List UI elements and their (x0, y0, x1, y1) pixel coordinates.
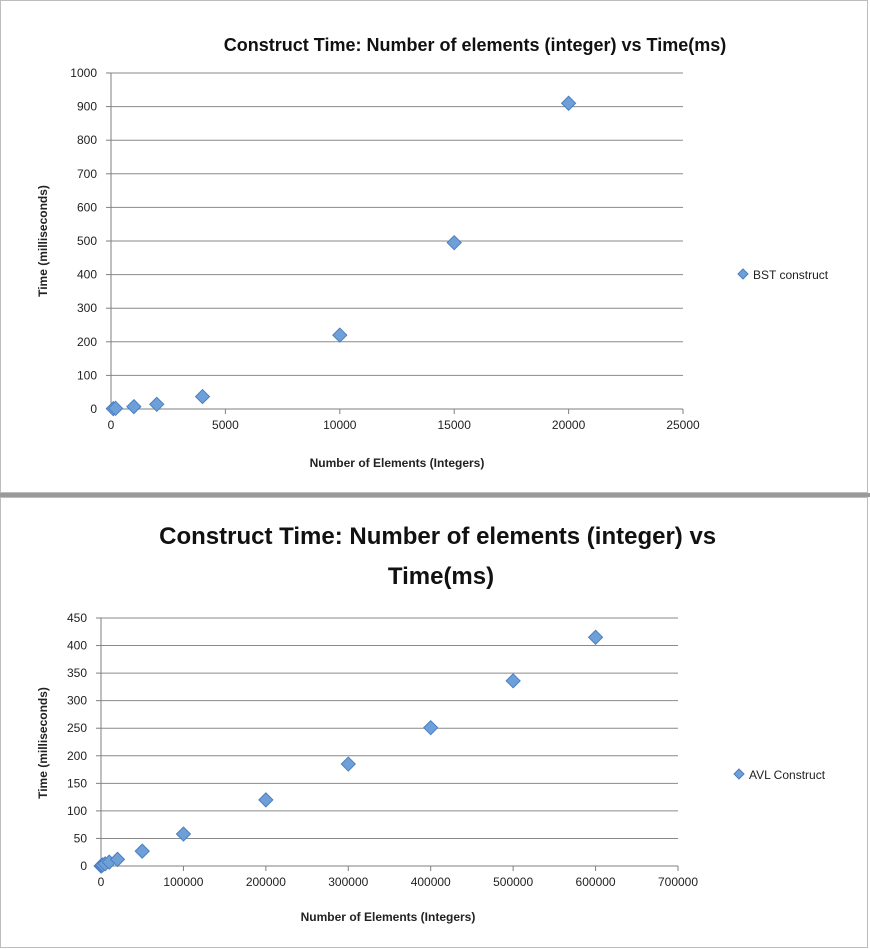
x-tick-label: 300000 (328, 875, 368, 889)
data-point (340, 756, 356, 772)
x-tick-label: 100000 (163, 875, 203, 889)
chart-title: Construct Time: Number of elements (inte… (159, 523, 723, 590)
y-tick-label: 700 (77, 167, 97, 181)
legend-marker (733, 768, 745, 780)
x-tick-label: 20000 (552, 418, 586, 432)
y-tick-label: 0 (80, 859, 87, 873)
x-tick-label: 0 (98, 875, 105, 889)
data-point (109, 851, 126, 868)
data-point (446, 234, 462, 251)
y-tick-label: 200 (67, 749, 87, 763)
x-tick-label: 600000 (576, 875, 616, 889)
data-point (107, 400, 124, 417)
y-tick-label: 400 (77, 268, 97, 282)
y-tick-label: 450 (67, 611, 87, 625)
x-tick-label: 400000 (411, 875, 451, 889)
avl-construct-chart: Construct Time: Number of elements (inte… (36, 523, 826, 924)
y-tick-label: 250 (67, 721, 87, 735)
data-point (258, 792, 274, 808)
x-tick-label: 200000 (246, 875, 286, 889)
x-tick-label: 500000 (493, 875, 533, 889)
y-tick-label: 500 (77, 234, 97, 248)
y-tick-label: 900 (77, 100, 97, 114)
y-tick-label: 300 (67, 694, 87, 708)
data-point (175, 826, 192, 842)
panel-divider (0, 493, 870, 497)
y-tick-label: 300 (77, 301, 97, 315)
series-points (105, 95, 577, 417)
chart-title-line-2: Time(ms) (388, 563, 494, 590)
y-tick-label: 600 (77, 200, 97, 214)
legend-label: AVL Construct (749, 768, 826, 782)
gridlines: 0 50 100 150 200 250 300 350 400 450 0 100000 200000… (67, 611, 698, 889)
y-tick-label: 0 (90, 402, 97, 416)
x-tick-label: 700000 (658, 875, 698, 889)
data-point (332, 327, 348, 343)
y-tick-label: 50 (74, 831, 88, 845)
data-point (560, 95, 577, 111)
x-tick-label: 25000 (666, 418, 700, 432)
y-tick-label: 100 (67, 804, 87, 818)
x-axis-label: Number of Elements (Integers) (301, 910, 476, 924)
data-point (587, 629, 604, 645)
chart-title: Construct Time: Number of elements (inte… (224, 35, 726, 55)
y-tick-label: 800 (77, 133, 97, 147)
data-point (134, 843, 150, 859)
x-tick-label: 0 (108, 418, 115, 432)
chart-panel-avl: Construct Time: Number of elements (inte… (0, 497, 868, 948)
y-tick-label: 400 (67, 639, 87, 653)
chart-panel-bst: Construct Time: Number of elements (inte… (0, 0, 868, 493)
data-point (505, 673, 521, 689)
x-axis-label: Number of Elements (Integers) (310, 456, 485, 470)
legend-label: BST construct (753, 268, 829, 282)
x-tick-label: 15000 (438, 418, 472, 432)
x-tick-label: 5000 (212, 418, 239, 432)
y-tick-label: 200 (77, 335, 97, 349)
x-tick-label: 10000 (323, 418, 357, 432)
y-tick-label: 350 (67, 666, 87, 680)
y-tick-label: 1000 (70, 66, 97, 80)
bst-construct-chart: Construct Time: Number of elements (inte… (36, 35, 829, 470)
y-axis-label: Time (milliseconds) (36, 185, 50, 297)
y-tick-label: 150 (67, 776, 87, 790)
series-points (93, 629, 604, 874)
chart-title-line-1: Construct Time: Number of elements (inte… (159, 523, 716, 550)
data-point (423, 719, 439, 736)
legend-marker (737, 268, 749, 280)
y-tick-label: 100 (77, 368, 97, 382)
y-axis-label: Time (milliseconds) (36, 687, 50, 799)
data-point (194, 388, 211, 405)
data-point (126, 398, 142, 415)
data-point (149, 396, 165, 413)
